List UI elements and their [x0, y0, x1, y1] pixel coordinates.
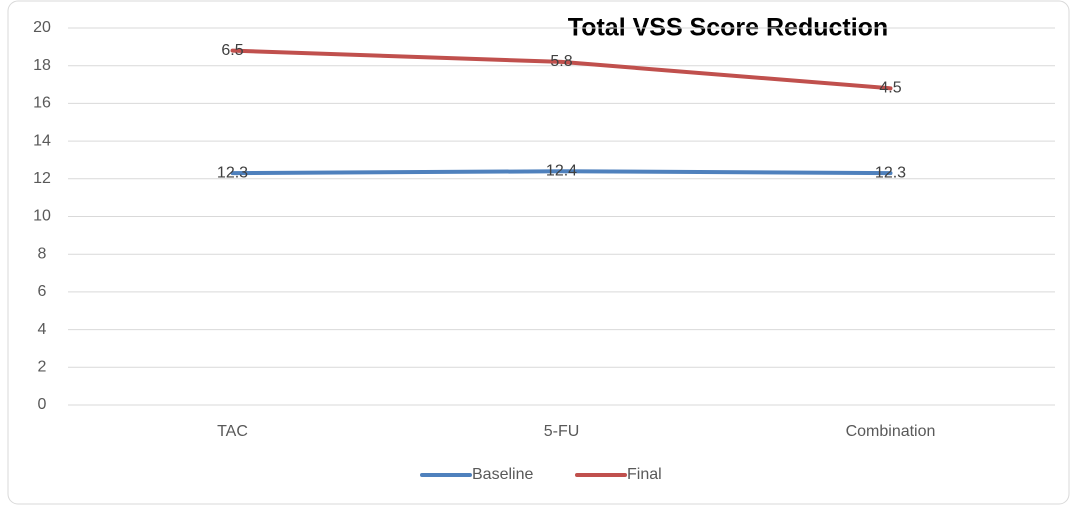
y-tick-label: 2: [38, 359, 47, 376]
data-label: 4.5: [879, 80, 901, 97]
series-line: [230, 169, 893, 176]
data-label: 12.3: [217, 164, 248, 181]
y-tick-label: 18: [33, 57, 51, 74]
legend-label: Baseline: [472, 466, 533, 483]
x-tick-label: 5-FU: [544, 423, 580, 440]
y-tick-label: 6: [38, 283, 47, 300]
data-label: 6.5: [221, 42, 243, 59]
x-tick-label: TAC: [217, 423, 248, 440]
x-tick-label: Combination: [846, 423, 936, 440]
data-label: 12.4: [546, 162, 577, 179]
y-tick-label: 20: [33, 19, 51, 36]
y-tick-label: 10: [33, 208, 51, 225]
y-tick-label: 14: [33, 132, 51, 149]
chart-border: [7, 0, 1070, 505]
y-tick-label: 4: [38, 321, 47, 338]
legend-label: Final: [627, 466, 662, 483]
series-line: [230, 48, 893, 91]
y-tick-label: 8: [38, 245, 47, 262]
y-tick-label: 12: [33, 170, 51, 187]
data-label: 5.8: [550, 53, 572, 70]
y-tick-label: 0: [38, 396, 47, 413]
data-label: 12.3: [875, 164, 906, 181]
y-tick-label: 16: [33, 95, 51, 112]
